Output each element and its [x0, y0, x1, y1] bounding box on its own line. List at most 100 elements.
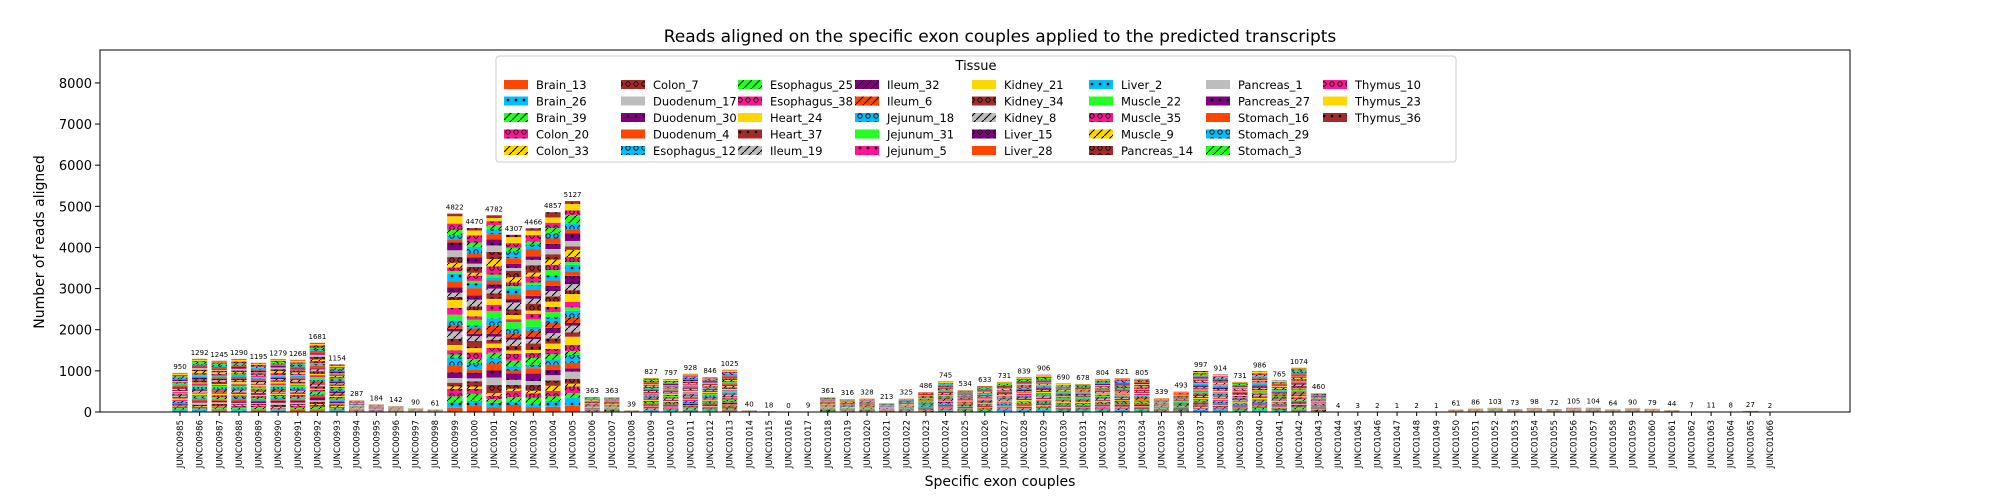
- bar-segment: [663, 393, 678, 394]
- bar-segment: [270, 401, 285, 403]
- bar-segment: [270, 393, 285, 394]
- bar-segment: [172, 373, 187, 374]
- bar-segment: [172, 395, 187, 396]
- legend-swatch: [972, 146, 996, 155]
- legend-swatch: [1089, 80, 1113, 89]
- bar-segment: [329, 393, 344, 394]
- bar-segment: [722, 395, 737, 396]
- bar-segment: [270, 359, 285, 360]
- bar-segment: [447, 329, 462, 332]
- x-tick-label: JUNC00990: [274, 420, 284, 469]
- bar-segment: [310, 357, 325, 360]
- bar-segment: [212, 391, 227, 392]
- x-tick-label: JUNC01061: [1668, 420, 1678, 469]
- bar-segment: [231, 365, 246, 366]
- bar-segment: [447, 403, 462, 408]
- bar-segment: [1193, 382, 1208, 383]
- bar-segment: [1016, 394, 1031, 395]
- bar-segment: [506, 277, 521, 282]
- bar-segment: [270, 376, 285, 377]
- bar-segment: [683, 392, 698, 393]
- bar-segment: [722, 383, 737, 384]
- legend-label: Pancreas_1: [1238, 78, 1303, 92]
- bar-segment: [310, 355, 325, 357]
- bar-segment: [585, 398, 600, 399]
- bar-segment: [1252, 391, 1267, 392]
- bar-segment: [663, 395, 678, 396]
- legend-swatch: [738, 130, 762, 139]
- bar-segment: [1134, 400, 1149, 401]
- bar-segment: [683, 380, 698, 381]
- bar-segment: [1095, 386, 1110, 387]
- bar-segment: [310, 363, 325, 364]
- bar-segment: [918, 396, 933, 397]
- bar-segment: [467, 281, 482, 283]
- bar-segment: [1095, 408, 1110, 409]
- bar-segment: [212, 376, 227, 377]
- bar-segment: [565, 229, 580, 233]
- bar-segment: [722, 410, 737, 411]
- bar-segment: [1173, 409, 1188, 410]
- bar-segment: [997, 400, 1012, 401]
- bar-segment: [938, 390, 953, 391]
- bar-segment: [1016, 404, 1031, 405]
- bar-segment: [663, 401, 678, 402]
- bar-stack: 4470: [466, 218, 484, 412]
- bar-segment: [212, 407, 227, 408]
- bar-segment: [290, 376, 305, 378]
- bar-segment: [1036, 408, 1051, 409]
- legend-label: Jejunum_5: [886, 144, 947, 158]
- bar-segment: [1095, 390, 1110, 391]
- bar-segment: [1016, 400, 1031, 401]
- bar-segment: [958, 390, 973, 391]
- bar-segment: [545, 323, 560, 328]
- bar-segment: [545, 359, 560, 364]
- bar-segment: [1173, 392, 1188, 393]
- bar-segment: [192, 377, 207, 378]
- bar-segment: [938, 404, 953, 405]
- bar-segment: [231, 382, 246, 384]
- bar-segment: [212, 367, 227, 369]
- bar-segment: [1075, 389, 1090, 390]
- bar-segment: [1036, 398, 1051, 399]
- bar-segment: [212, 364, 227, 366]
- bar-segment: [486, 229, 501, 234]
- bar-segment: [310, 374, 325, 375]
- legend-swatch: [738, 97, 762, 106]
- bar-segment: [486, 225, 501, 229]
- bar-stack: 363: [604, 387, 619, 412]
- bar-segment: [486, 266, 501, 274]
- bar-total-label: 633: [978, 376, 991, 384]
- bar-segment: [231, 386, 246, 388]
- bar-segment: [329, 410, 344, 411]
- bar-segment: [290, 405, 305, 406]
- bar-segment: [1154, 405, 1169, 406]
- bar-total-label: 72: [1550, 399, 1559, 407]
- bar-segment: [1036, 395, 1051, 396]
- bar-total-label: 90: [411, 398, 420, 406]
- bar-segment: [585, 407, 600, 408]
- bar-segment: [997, 391, 1012, 392]
- bar-segment: [447, 281, 462, 287]
- bar-segment: [702, 405, 717, 406]
- bar-segment: [506, 299, 521, 302]
- bar-segment: [1056, 406, 1071, 407]
- x-tick-label: JUNC01055: [1550, 420, 1560, 469]
- bar-segment: [290, 365, 305, 367]
- bar-segment: [1213, 409, 1228, 410]
- bar-total-label: 361: [821, 387, 834, 395]
- bar-segment: [231, 387, 246, 388]
- bar-segment: [938, 405, 953, 406]
- bar-segment: [231, 374, 246, 375]
- bar-segment: [506, 329, 521, 334]
- bar-total-label: 1290: [230, 349, 248, 357]
- bar-segment: [1115, 401, 1130, 402]
- bar-segment: [467, 228, 482, 230]
- bar-segment: [1272, 389, 1287, 390]
- bar-segment: [702, 402, 717, 403]
- bar-segment: [1134, 380, 1149, 381]
- bar-segment: [172, 383, 187, 384]
- x-tick-label: JUNC01003: [529, 420, 539, 469]
- bar-segment: [506, 397, 521, 402]
- bar-segment: [526, 296, 541, 299]
